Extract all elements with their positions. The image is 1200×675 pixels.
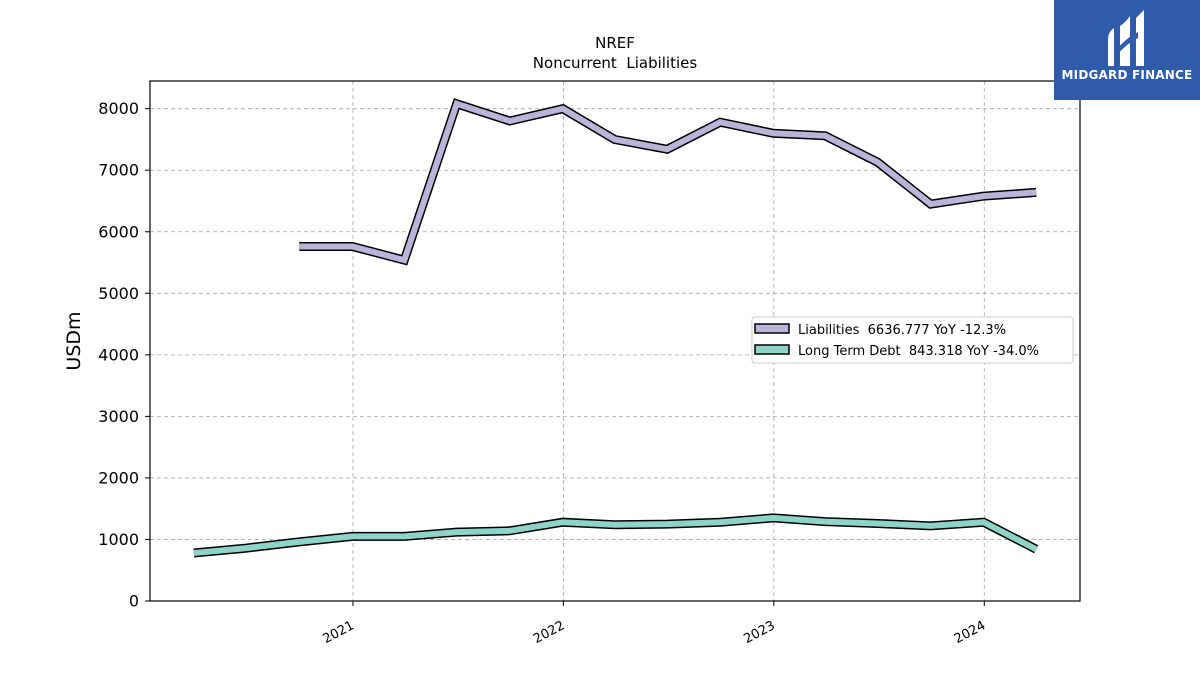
- y-tick-label: 1000: [98, 530, 139, 549]
- chart-title: NREF: [595, 34, 635, 52]
- legend-swatch-liabilities: [754, 323, 790, 334]
- logo-mark-icon: [1108, 10, 1144, 66]
- series-line-long-term-debt: [193, 514, 1038, 556]
- plot-frame: [149, 80, 1081, 602]
- legend-box: [751, 316, 1074, 364]
- y-axis: 0 1000 2000 3000 4000 5000 6000 7000 8000: [98, 99, 150, 611]
- x-tick-label: 2021: [321, 618, 357, 647]
- logo-text: MIDGARD FINANCE: [1061, 68, 1193, 82]
- y-tick-label: 6000: [98, 222, 139, 241]
- legend-label-long-term-debt: Long Term Debt 843.318 YoY -34.0%: [798, 344, 1039, 359]
- y-tick-label: 7000: [98, 161, 139, 180]
- y-axis-label: USDm: [63, 311, 85, 370]
- x-tick-label: 2023: [741, 618, 777, 647]
- series-line-liabilities: [299, 100, 1037, 264]
- x-tick-label: 2024: [952, 618, 988, 647]
- chart-subtitle: Noncurrent Liabilities: [533, 54, 698, 72]
- y-tick-label: 8000: [98, 99, 139, 118]
- y-tick-label: 2000: [98, 468, 139, 487]
- series-layer: [193, 98, 1039, 558]
- brand-logo: MIDGARD FINANCE: [1054, 0, 1200, 100]
- y-tick-label: 5000: [98, 284, 139, 303]
- legend: Liabilities 6636.777 YoY -12.3% Long Ter…: [751, 316, 1074, 364]
- y-tick-label: 0: [129, 592, 139, 611]
- legend-swatch-long-term-debt: [754, 344, 790, 355]
- y-tick-label: 4000: [98, 345, 139, 364]
- x-axis: 2021 2022 2023 2024: [321, 601, 988, 647]
- x-tick-label: 2022: [531, 618, 567, 647]
- legend-label-liabilities: Liabilities 6636.777 YoY -12.3%: [798, 323, 1006, 338]
- y-tick-label: 3000: [98, 407, 139, 426]
